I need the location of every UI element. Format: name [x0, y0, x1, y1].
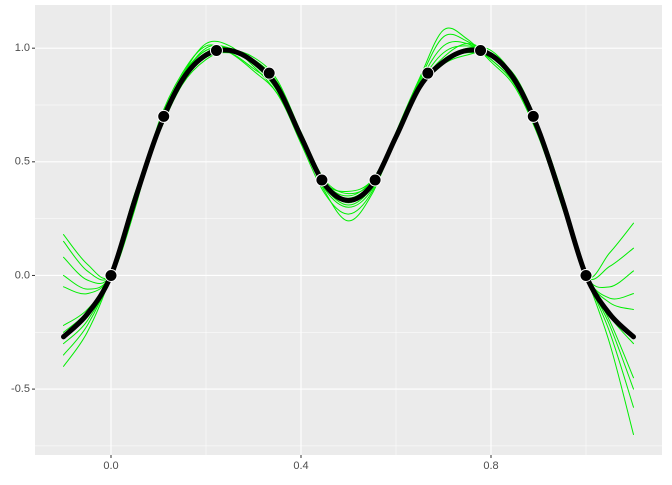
x-tick-label: 0.8 — [483, 460, 498, 472]
y-tick-label: 0.5 — [15, 156, 30, 168]
panel — [35, 5, 662, 455]
x-tick-label: 0.0 — [103, 460, 118, 472]
point — [315, 173, 329, 187]
point — [579, 268, 593, 282]
y-tick-label: 0.0 — [15, 269, 30, 281]
point — [474, 43, 488, 57]
y-tick-label: -0.5 — [11, 383, 30, 395]
point — [526, 109, 540, 123]
point — [421, 66, 435, 80]
point — [209, 43, 223, 57]
mean-line — [61, 47, 636, 340]
y-tick-label: 1.0 — [15, 42, 30, 54]
x-tick-label: 0.4 — [293, 460, 308, 472]
point — [262, 66, 276, 80]
point — [368, 173, 382, 187]
point — [104, 268, 118, 282]
point — [157, 109, 171, 123]
